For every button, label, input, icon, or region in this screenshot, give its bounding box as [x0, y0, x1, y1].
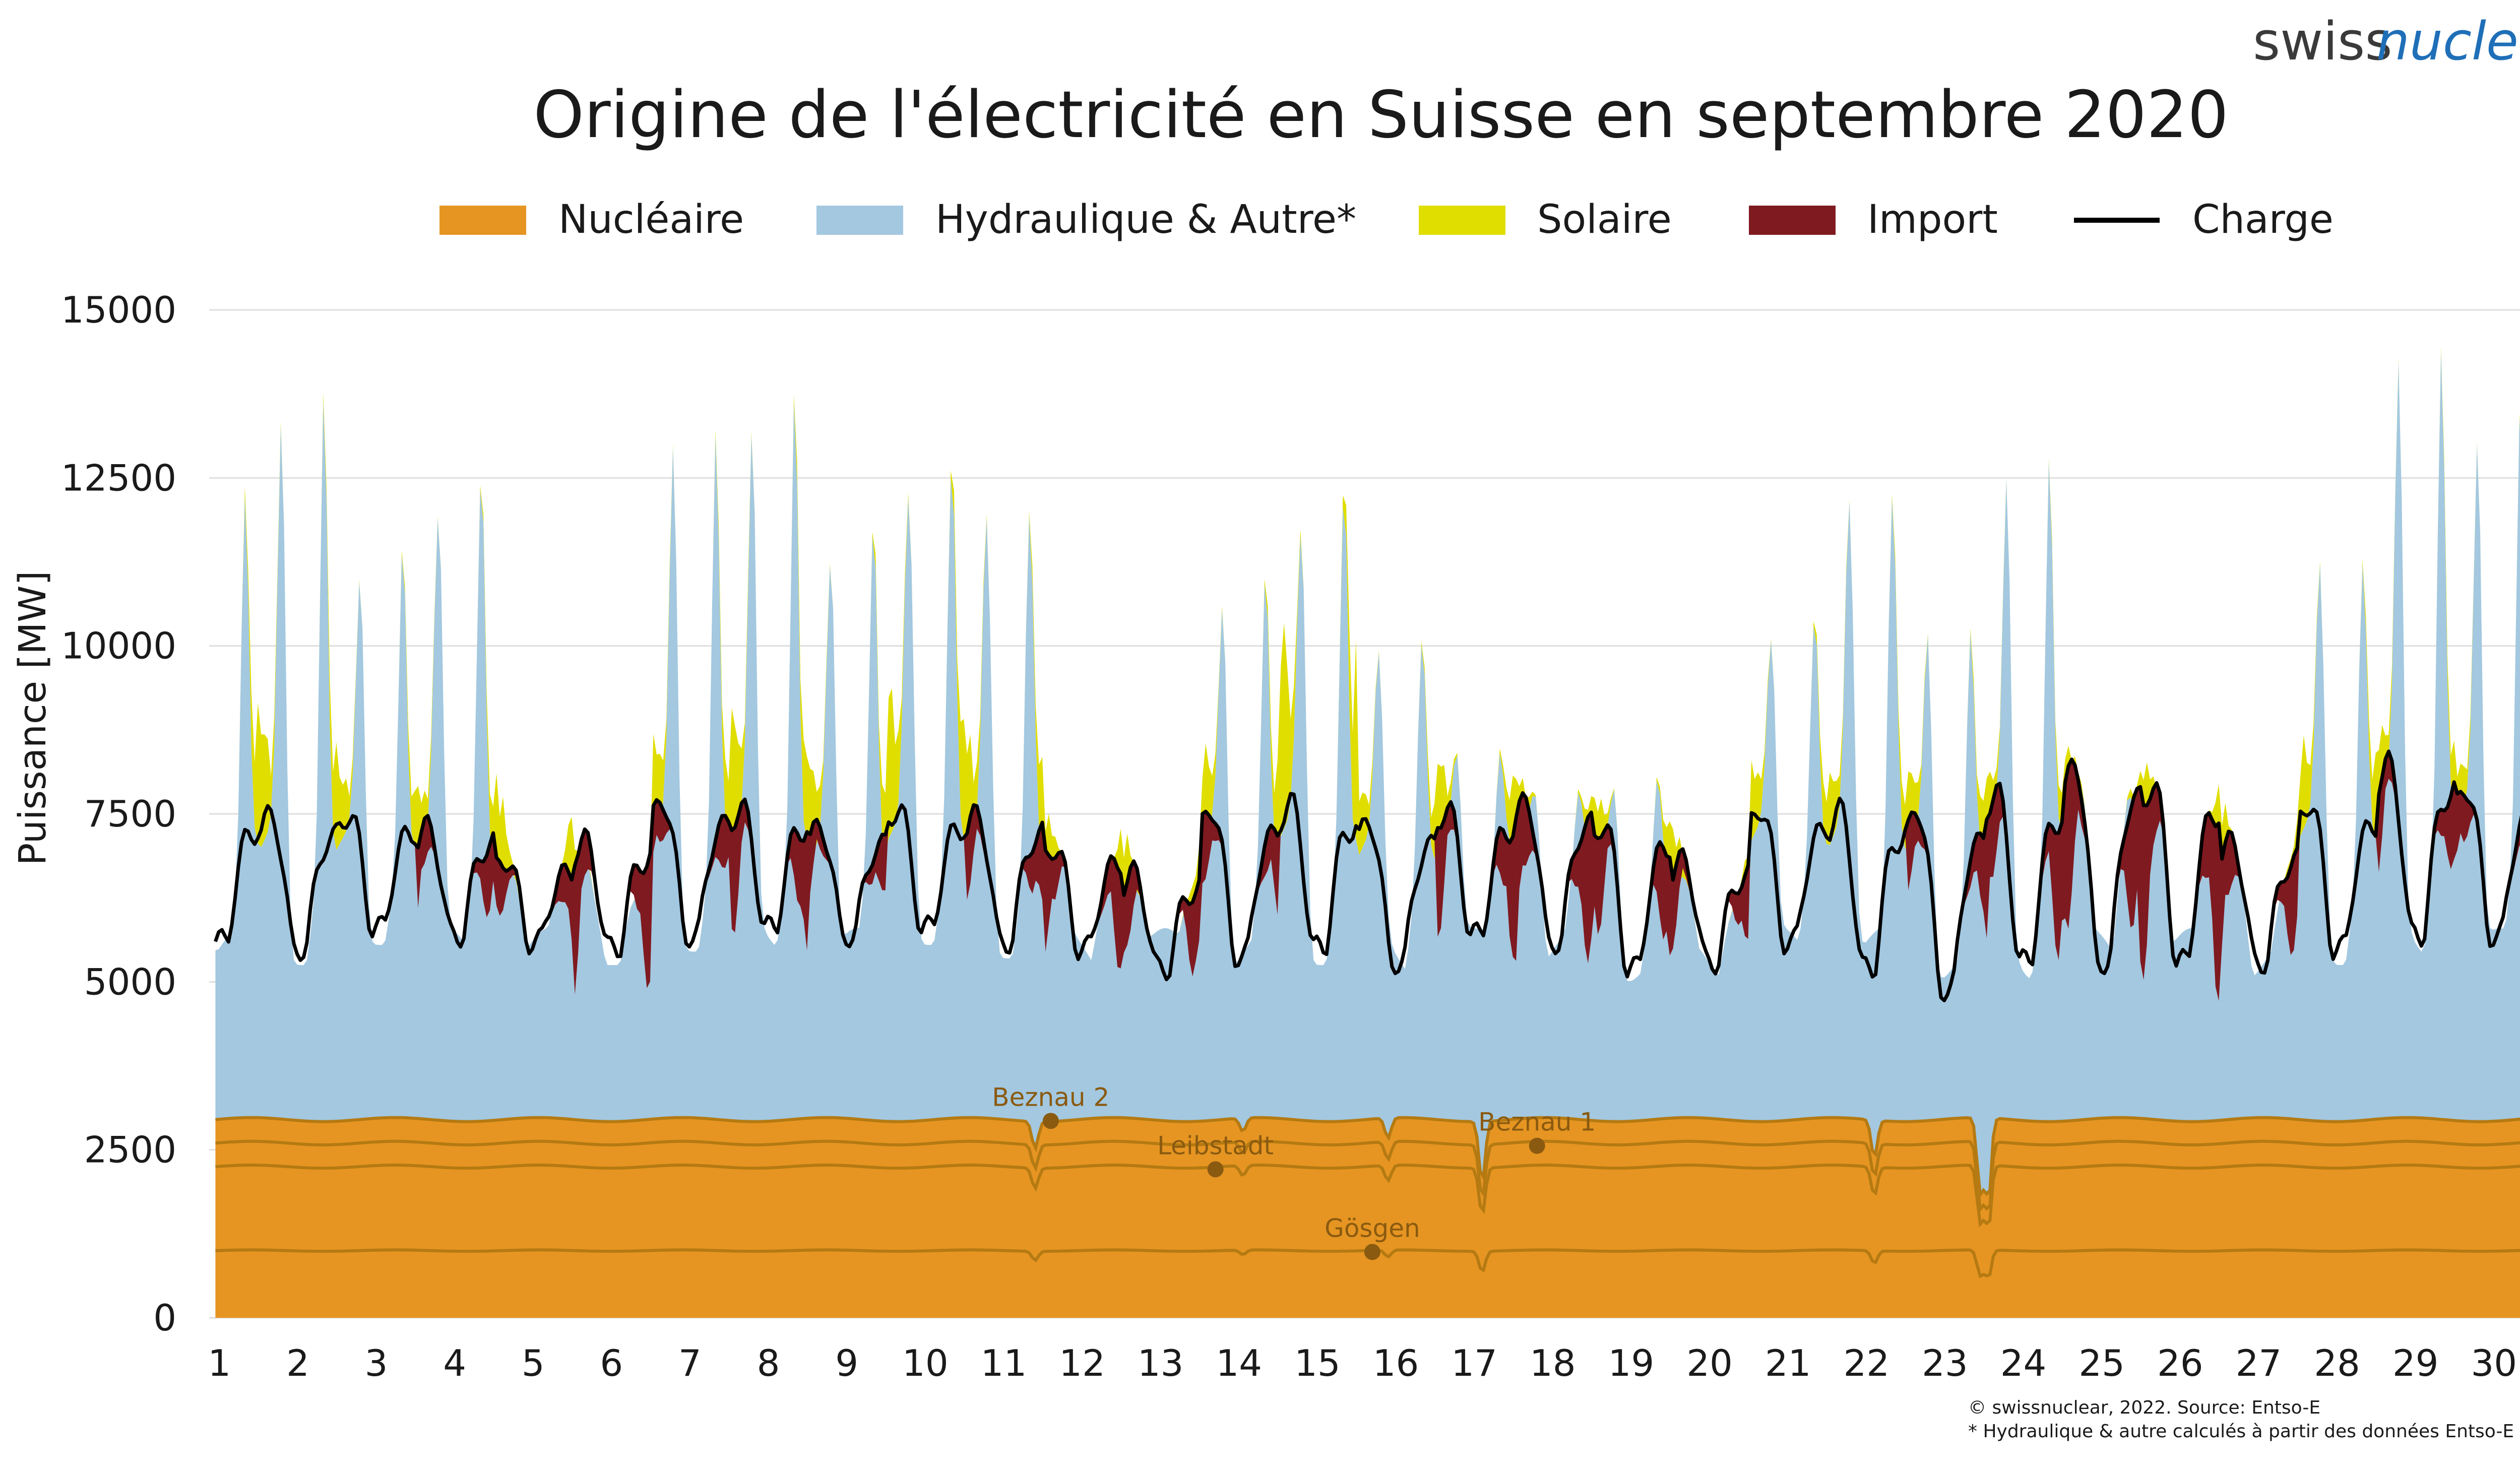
- x-tick-3: 3: [365, 1342, 388, 1384]
- plot-areas: [215, 348, 2520, 1318]
- plant-boundary-beznau-1: [215, 1139, 2520, 1213]
- plant-boundary-g-sgen: [215, 1248, 2520, 1279]
- y-tick-15000: 15000: [61, 289, 176, 331]
- legend-label-hydraulique: Hydraulique & Autre*: [935, 197, 1356, 242]
- legend-label-solaire: Solaire: [1537, 197, 1672, 242]
- legend: Nucléaire Hydraulique & Autre* Solaire I…: [439, 197, 2334, 242]
- area-import: [215, 751, 2520, 1001]
- x-tick-13: 13: [1138, 1342, 1184, 1384]
- x-tick-26: 26: [2157, 1342, 2203, 1384]
- annotation-dot-g-sgen: [1364, 1244, 1380, 1260]
- annotation-dot-beznau-1: [1529, 1137, 1545, 1154]
- annotation-dot-beznau-2: [1042, 1113, 1059, 1129]
- x-tick-1: 1: [208, 1342, 231, 1384]
- legend-item-solaire: Solaire: [1419, 197, 1672, 242]
- x-tick-27: 27: [2236, 1342, 2282, 1384]
- y-tick-2500: 2500: [84, 1129, 176, 1171]
- legend-swatch-solaire: [1419, 206, 1505, 235]
- x-tick-9: 9: [835, 1342, 858, 1384]
- x-tick-15: 15: [1294, 1342, 1341, 1384]
- x-tick-8: 8: [757, 1342, 780, 1384]
- x-tick-10: 10: [902, 1342, 949, 1384]
- x-tick-12: 12: [1059, 1342, 1105, 1384]
- annotation-dot-leibstadt: [1207, 1161, 1224, 1178]
- x-tick-2: 2: [286, 1342, 309, 1384]
- area-hydraulique: [215, 351, 2520, 1195]
- legend-item-hydraulique: Hydraulique & Autre*: [816, 197, 1356, 242]
- legend-item-charge: Charge: [2074, 197, 2334, 242]
- y-tick-7500: 7500: [84, 793, 176, 835]
- annotation-label-beznau-1: Beznau 1: [1478, 1108, 1596, 1137]
- x-tick-23: 23: [1922, 1342, 1968, 1384]
- x-tick-28: 28: [2314, 1342, 2360, 1384]
- legend-item-nucleaire: Nucléaire: [439, 197, 744, 242]
- x-tick-20: 20: [1686, 1342, 1733, 1384]
- logo-swiss: swiss: [2253, 11, 2392, 72]
- x-tick-29: 29: [2392, 1342, 2439, 1384]
- logo-nuclear: nuclear: [2376, 11, 2520, 72]
- charge-line: [214, 749, 2520, 1002]
- x-tick-24: 24: [2000, 1342, 2047, 1384]
- annotation-label-leibstadt: Leibstadt: [1157, 1131, 1274, 1160]
- annotation-label-beznau-2: Beznau 2: [992, 1082, 1109, 1112]
- y-tick-0: 0: [153, 1297, 176, 1339]
- x-tick-19: 19: [1608, 1342, 1655, 1384]
- y-tick-12500: 12500: [61, 457, 176, 499]
- footer-copyright: © swissnuclear, 2022. Source: Entso-E: [1968, 1397, 2320, 1418]
- y-tick-10000: 10000: [61, 625, 176, 667]
- x-tick-11: 11: [981, 1342, 1027, 1384]
- x-tick-7: 7: [678, 1342, 702, 1384]
- x-tick-6: 6: [600, 1342, 623, 1384]
- x-tick-25: 25: [2078, 1342, 2125, 1384]
- charge-line-group: [214, 749, 2520, 1002]
- footer-note: * Hydraulique & autre calculés à partir …: [1968, 1421, 2514, 1442]
- x-tick-18: 18: [1530, 1342, 1576, 1384]
- legend-swatch-nucleaire: [439, 206, 526, 235]
- x-tick-14: 14: [1216, 1342, 1263, 1384]
- x-tick-17: 17: [1451, 1342, 1497, 1384]
- legend-label-nucleaire: Nucléaire: [558, 197, 744, 242]
- x-tick-21: 21: [1765, 1342, 1811, 1384]
- x-tick-4: 4: [443, 1342, 466, 1384]
- legend-label-charge: Charge: [2192, 197, 2334, 242]
- plant-boundary-top: [215, 1116, 2520, 1199]
- y-tick-labels: 0 2500 5000 7500 10000 12500 15000: [61, 289, 176, 1339]
- chart-title: Origine de l'électricité en Suisse en se…: [533, 78, 2229, 153]
- plant-annotations: Beznau 2 Leibstadt Beznau 1 Gösgen: [992, 1082, 1596, 1260]
- annotation-label-g-sgen: Gösgen: [1325, 1213, 1420, 1243]
- legend-label-import: Import: [1867, 197, 1998, 242]
- plant-boundary-leibstadt: [215, 1163, 2520, 1228]
- legend-swatch-hydraulique: [816, 206, 903, 235]
- x-tick-16: 16: [1373, 1342, 1419, 1384]
- legend-swatch-import: [1749, 206, 1836, 235]
- y-axis-label: Puissance [MW]: [11, 571, 54, 866]
- x-tick-labels: 1 2 3 4 5 6 7 8 9 10 11 12 13 14 15 16 17 18 19 20 21 22 23 24 2…: [208, 1342, 2517, 1384]
- nuclear-plant-lines: [215, 1116, 2520, 1279]
- x-tick-22: 22: [1843, 1342, 1889, 1384]
- x-tick-5: 5: [522, 1342, 545, 1384]
- x-tick-30: 30: [2471, 1342, 2517, 1384]
- y-tick-5000: 5000: [84, 961, 176, 1003]
- legend-item-import: Import: [1749, 197, 1998, 242]
